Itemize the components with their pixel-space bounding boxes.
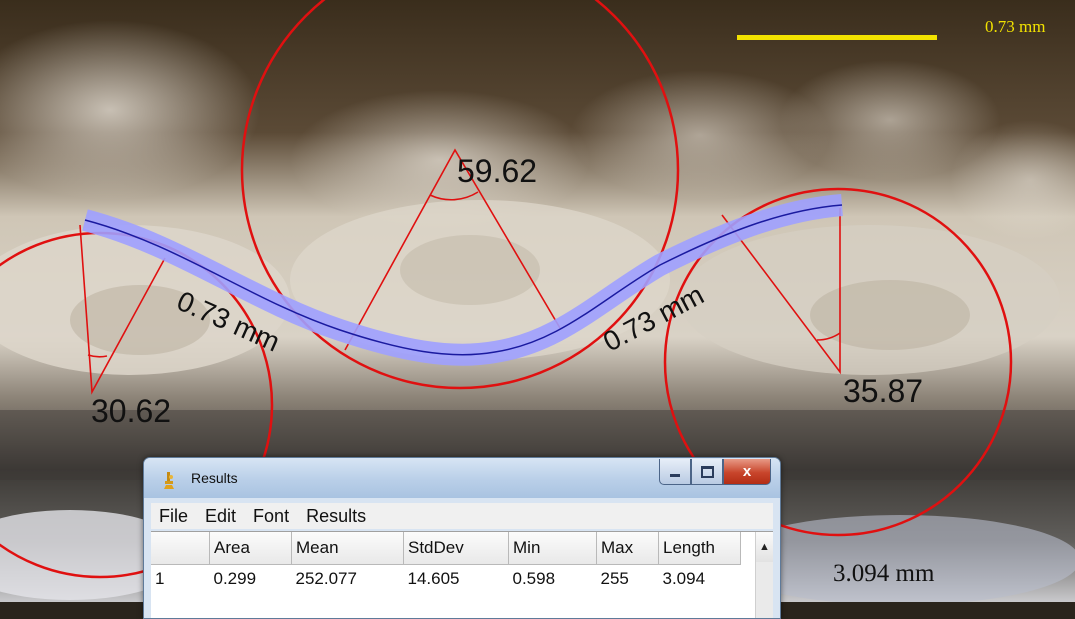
vertical-scrollbar[interactable]: ▲: [755, 532, 773, 618]
cell-stddev: 14.605: [407, 569, 460, 588]
results-table-area: Area Mean StdDev Min Max Length 1 0.299 …: [151, 531, 773, 618]
minimize-button[interactable]: [659, 459, 691, 485]
fit-circle-center: [240, 0, 680, 390]
menu-font[interactable]: Font: [253, 505, 290, 526]
results-window[interactable]: Results x File Edit Font Results Area Me…: [143, 457, 781, 619]
scale-bar: [737, 35, 937, 40]
cell-area: 0.299: [213, 569, 257, 588]
angle-label-right: 35.87: [843, 373, 924, 409]
angle-right-arc: [816, 332, 841, 341]
close-icon: x: [742, 463, 752, 480]
header-row: Area Mean StdDev Min Max Length: [151, 532, 741, 565]
total-length-label: 3.094 mm: [833, 560, 935, 587]
column-header-mean[interactable]: Mean: [291, 532, 404, 565]
angle-left-arc: [87, 354, 108, 358]
fit-circle-right: [663, 187, 1013, 537]
traced-line-center: [84, 204, 843, 356]
angle-center-lines: [344, 148, 561, 351]
column-header-area[interactable]: Area: [209, 532, 292, 565]
cell-max: 255: [600, 569, 629, 588]
maximize-button[interactable]: [691, 459, 723, 485]
menu-file[interactable]: File: [159, 505, 189, 526]
maximize-icon: [700, 465, 714, 478]
column-header-stddev[interactable]: StdDev: [403, 532, 509, 565]
cell-mean: 252.077: [295, 569, 357, 588]
specimen-image: [0, 0, 1075, 602]
column-header-length[interactable]: Length: [658, 532, 741, 565]
column-header-max[interactable]: Max: [596, 532, 659, 565]
cell-length: 3.094: [662, 569, 706, 588]
scale-bar-label: 0.73 mm: [985, 17, 1046, 36]
imagej-microscope-icon: [164, 472, 174, 489]
image-canvas: 0.73 mm 30.62 59.62 35.87 0.73 mm 0.73 m…: [0, 0, 1075, 602]
window-title: Results: [191, 470, 238, 486]
close-button[interactable]: x: [723, 459, 771, 485]
cell-index: 1: [155, 569, 165, 588]
results-table: Area Mean StdDev Min Max Length 1 0.299 …: [151, 532, 741, 593]
caption-buttons: x: [659, 459, 771, 485]
menu-edit[interactable]: Edit: [205, 505, 237, 526]
minimize-icon: [670, 474, 680, 477]
scroll-up-button[interactable]: ▲: [756, 532, 773, 562]
menu-results[interactable]: Results: [306, 505, 367, 526]
cell-min: 0.598: [512, 569, 556, 588]
angle-left-lines: [79, 224, 166, 395]
angle-label-center: 59.62: [457, 153, 538, 189]
angle-center-arc: [429, 191, 479, 201]
angle-right-lines: [721, 208, 841, 375]
column-header-index[interactable]: [151, 532, 210, 565]
results-titlebar[interactable]: Results x: [144, 458, 780, 498]
menu-bar: File Edit Font Results: [151, 503, 773, 529]
column-header-min[interactable]: Min: [508, 532, 597, 565]
angle-label-left: 30.62: [91, 393, 172, 429]
scroll-up-arrow-icon: ▲: [759, 541, 770, 553]
table-row[interactable]: 1 0.299 252.077 14.605 0.598 255 3.094: [151, 565, 741, 594]
